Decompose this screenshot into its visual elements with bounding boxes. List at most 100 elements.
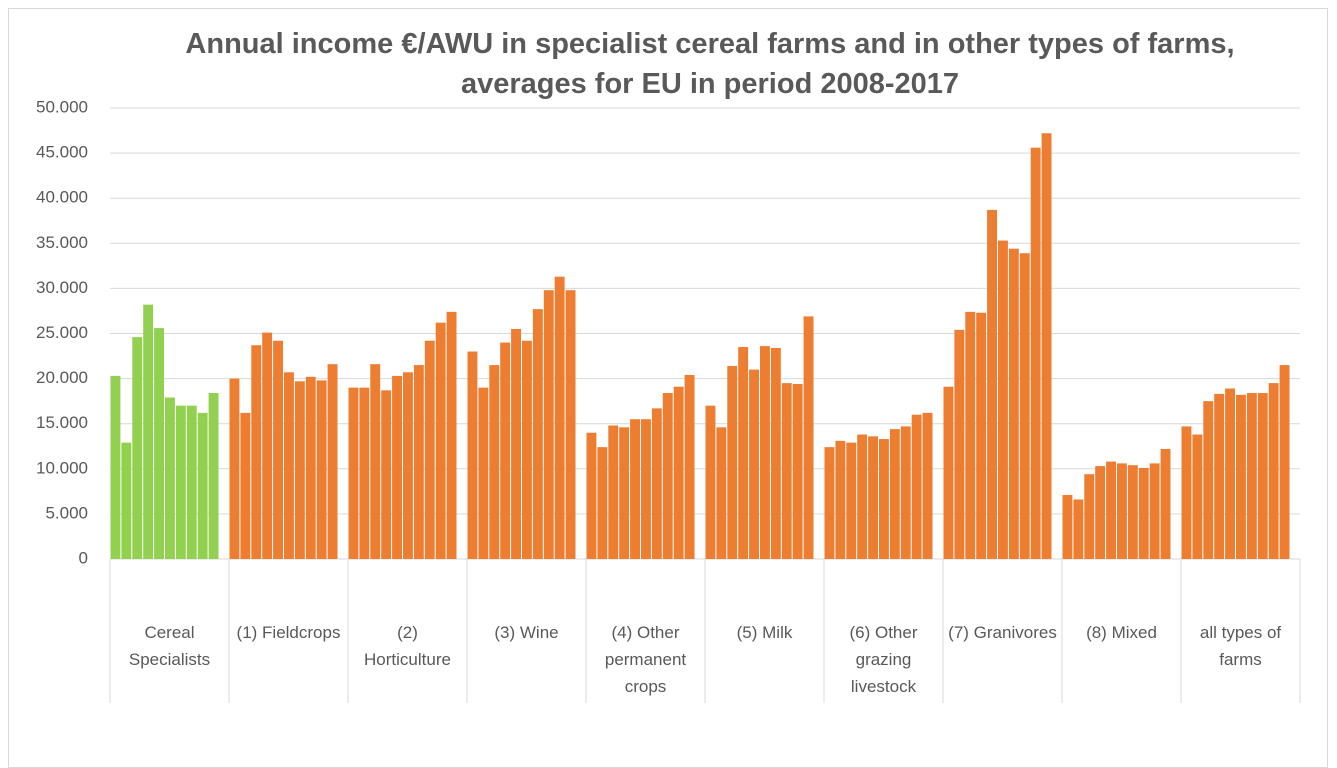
- bar: [522, 340, 532, 559]
- bar: [889, 429, 900, 559]
- y-tick-label: 30.000: [36, 278, 88, 297]
- bar: [1041, 133, 1052, 560]
- bar: [1203, 401, 1214, 559]
- bar: [110, 375, 121, 559]
- bar: [998, 240, 1008, 559]
- bar: [413, 365, 424, 559]
- bar: [846, 442, 857, 559]
- bar: [132, 337, 143, 559]
- category-label: (1) Fieldcrops: [236, 623, 341, 642]
- bar: [1214, 393, 1225, 559]
- y-tick-label: 20.000: [36, 368, 88, 387]
- bar: [500, 342, 511, 559]
- bar: [511, 328, 521, 559]
- bar: [1181, 426, 1192, 559]
- bar: [716, 427, 727, 559]
- bar: [489, 365, 500, 559]
- category-label: Cereal Specialists: [128, 623, 211, 669]
- bar: [954, 329, 965, 559]
- bar: [760, 346, 770, 559]
- bar: [641, 419, 651, 559]
- bar: [1008, 248, 1019, 559]
- bar: [727, 365, 738, 559]
- bar: [1095, 466, 1106, 559]
- bar: [554, 276, 565, 559]
- bar: [976, 312, 987, 559]
- category-label: (7) Granivores: [948, 623, 1057, 642]
- y-tick-label: 40.000: [36, 188, 88, 207]
- category-label: (8) Mixed: [1086, 623, 1157, 642]
- y-tick-label: 50.000: [36, 97, 88, 116]
- bar: [446, 311, 457, 559]
- bar: [781, 383, 792, 559]
- bar: [608, 425, 619, 559]
- bar: [305, 376, 316, 559]
- bar: [922, 412, 933, 559]
- bar: [1030, 147, 1041, 560]
- bar: [1019, 253, 1030, 560]
- bar: [186, 405, 197, 559]
- bar: [316, 380, 327, 559]
- bar: [749, 369, 759, 559]
- bar: [1062, 494, 1073, 559]
- bar: [684, 374, 695, 559]
- bar: [348, 387, 359, 559]
- category-label: (6) Other grazing livestock: [849, 623, 918, 696]
- bar: [943, 386, 954, 559]
- chart-title: Annual income €/AWU in specialist cereal…: [185, 28, 1235, 100]
- bar: [965, 311, 976, 559]
- bar: [1073, 499, 1084, 559]
- bar: [1246, 393, 1257, 559]
- bar: [543, 290, 554, 559]
- category-label: (5) Milk: [736, 623, 793, 642]
- bar: [359, 387, 370, 559]
- bar: [824, 447, 835, 559]
- bar: [673, 386, 684, 559]
- bar: [381, 390, 392, 559]
- y-tick-label: 15.000: [36, 413, 88, 432]
- bar: [294, 381, 305, 559]
- bar: [1268, 383, 1279, 559]
- bar: [424, 340, 435, 559]
- bar: [229, 378, 240, 559]
- bar: [467, 351, 478, 559]
- bar: [1257, 393, 1268, 559]
- bar: [403, 372, 413, 559]
- bar: [987, 209, 997, 559]
- bar: [273, 340, 283, 559]
- bar: [532, 309, 543, 559]
- category-label: (2) Horticulture: [364, 623, 451, 669]
- bar: [705, 405, 716, 559]
- bar: [143, 304, 154, 559]
- category-label: (4) Other permanent crops: [604, 623, 687, 696]
- y-tick-label: 10.000: [36, 458, 88, 477]
- bar: [1127, 465, 1138, 559]
- bar: [586, 432, 597, 559]
- bar: [197, 412, 208, 559]
- bar: [792, 384, 803, 559]
- bar: [1192, 434, 1203, 559]
- bar: [370, 364, 381, 559]
- category-label: (3) Wine: [494, 623, 559, 642]
- bar: [879, 439, 889, 559]
- bar: [1106, 461, 1116, 559]
- bar: [1236, 394, 1246, 559]
- bar: [1149, 463, 1160, 559]
- bar: [478, 387, 489, 559]
- bar: [1138, 467, 1149, 559]
- bar: [565, 290, 576, 559]
- bar: [435, 322, 446, 559]
- bar: [597, 447, 608, 559]
- bar: [327, 364, 338, 559]
- bar: [1160, 448, 1171, 559]
- bar: [1279, 365, 1290, 559]
- bar: [770, 347, 781, 559]
- bar: [165, 397, 175, 559]
- bar: [857, 434, 868, 559]
- category-label: all types of farms: [1199, 623, 1282, 669]
- bar: [121, 442, 132, 559]
- bar: [662, 393, 673, 559]
- y-tick-label: 35.000: [36, 233, 88, 252]
